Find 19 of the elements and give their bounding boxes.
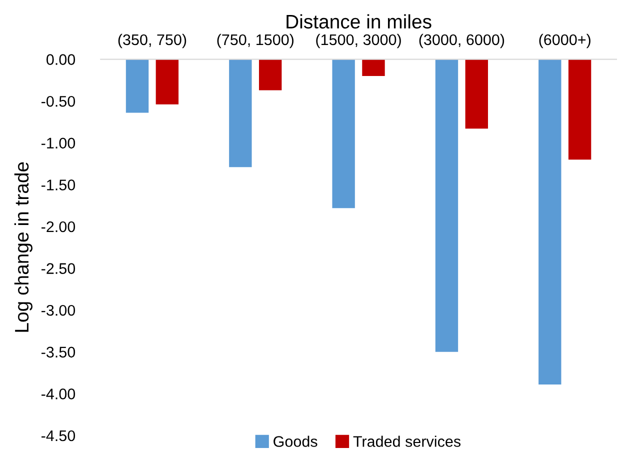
legend-label: Goods bbox=[274, 436, 318, 447]
x-axis-title: Distance in miles bbox=[286, 14, 432, 29]
x-tick-label: (6000+) bbox=[539, 34, 590, 48]
y-tick-label: -2.00 bbox=[42, 221, 76, 232]
y-axis-title: Log change in trade bbox=[14, 162, 32, 332]
x-tick-label: (3000, 6000) bbox=[419, 34, 504, 48]
y-tick-label: -1.50 bbox=[42, 180, 76, 190]
y-tick-label: 0.00 bbox=[46, 54, 76, 65]
y-tick-label: -2.50 bbox=[42, 263, 76, 274]
legend-label: Traded services bbox=[353, 436, 461, 447]
x-tick-label: (750, 1500) bbox=[217, 34, 294, 48]
x-tick-label: (350, 750) bbox=[118, 34, 186, 48]
y-tick-label: -0.50 bbox=[42, 96, 76, 107]
y-tick-label: -3.50 bbox=[42, 346, 76, 358]
y-tick-label: -4.50 bbox=[42, 430, 76, 442]
y-tick-label: -3.00 bbox=[42, 304, 76, 316]
y-tick-label: -4.00 bbox=[42, 388, 76, 400]
x-tick-label: (1500, 3000) bbox=[316, 34, 401, 48]
y-tick-label: -1.00 bbox=[42, 138, 76, 149]
